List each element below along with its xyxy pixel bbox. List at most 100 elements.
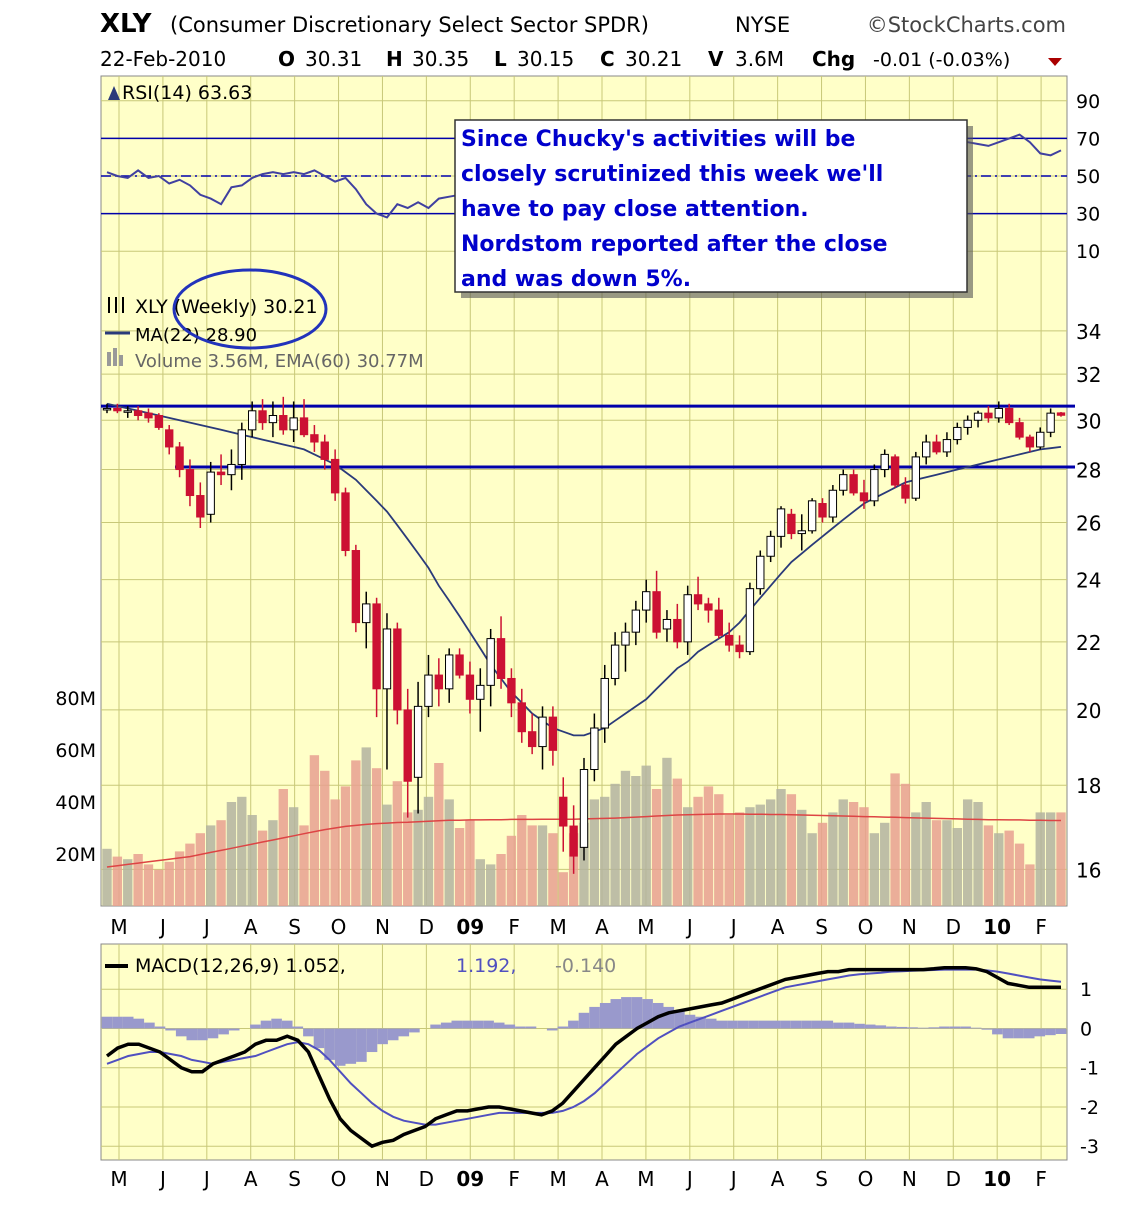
volume-bar	[973, 802, 983, 906]
histogram-bar	[440, 1022, 452, 1029]
histogram-bar	[1045, 1028, 1056, 1036]
candle-body	[413, 705, 423, 778]
candle-body	[922, 441, 931, 458]
volume-bar	[216, 820, 226, 906]
candle-body	[445, 654, 454, 690]
low-value: 30.15	[517, 47, 574, 71]
candle-body	[341, 492, 350, 552]
candle-body	[839, 474, 848, 491]
volume-legend-icon	[107, 348, 123, 366]
histogram-bar	[1023, 1028, 1035, 1039]
candle-body	[227, 463, 236, 476]
candle-body	[631, 609, 641, 633]
histogram-bar	[387, 1028, 399, 1041]
volume-bar	[1004, 830, 1014, 906]
volume-bar	[226, 802, 237, 906]
histogram-bar	[992, 1028, 1003, 1035]
y-tick-label: 28	[1076, 459, 1101, 483]
volume-bar	[454, 828, 465, 906]
candle-body	[932, 441, 941, 453]
volume-bar	[786, 794, 797, 906]
volume-bar	[1035, 812, 1045, 906]
candle-body	[901, 484, 910, 499]
x-tick-label: 10	[983, 915, 1011, 939]
y-tick-label: -2	[1080, 1097, 1099, 1119]
volume-bar	[620, 770, 631, 906]
volume-bar	[631, 776, 641, 906]
y-tick-label: 18	[1076, 774, 1101, 798]
histogram-bar	[875, 1025, 887, 1029]
candle-body	[911, 456, 921, 499]
histogram-bar	[218, 1028, 229, 1035]
volume-legend: Volume 3.56M, EMA(60) 30.77M	[135, 351, 424, 372]
volume-bar	[288, 807, 299, 906]
candle-body	[548, 716, 558, 751]
candle-body	[372, 603, 381, 690]
x-tick-label: S	[288, 915, 301, 939]
candle-body	[1004, 407, 1014, 424]
histogram-bar	[144, 1022, 155, 1029]
y-tick-label: -3	[1080, 1136, 1099, 1158]
price-legend: XLY (Weekly) 30.21	[135, 296, 318, 318]
histogram-bar	[324, 1028, 335, 1060]
histogram-bar	[748, 1020, 759, 1029]
volume-bar	[164, 861, 174, 906]
histogram-bar	[737, 1020, 749, 1029]
candle-body	[403, 709, 412, 782]
histogram-bar	[578, 1012, 590, 1029]
volume-tick-label: 80M	[55, 688, 96, 710]
candle-body	[569, 825, 578, 857]
histogram-bar	[599, 1002, 611, 1029]
candle-body	[154, 415, 164, 428]
histogram-bar	[1013, 1028, 1024, 1039]
x-tick-label: O	[331, 915, 347, 939]
x-tick-label: M	[637, 1167, 654, 1191]
candle-body	[662, 618, 672, 630]
x-tick-label: A	[244, 915, 258, 939]
histogram-bar	[568, 1020, 579, 1029]
annotation-line: and was down 5%.	[461, 267, 691, 292]
candle-body	[527, 731, 537, 748]
x-tick-label: D	[419, 1167, 434, 1191]
volume-bar	[257, 830, 268, 906]
volume-tick-label: 20M	[55, 844, 96, 866]
candle-body	[756, 555, 765, 590]
volume-bar	[1014, 843, 1025, 906]
volume-bar	[268, 820, 278, 906]
volume-bar	[237, 796, 247, 906]
signal-legend: 1.192,	[456, 955, 516, 977]
x-tick-label: A	[595, 915, 609, 939]
volume-bar	[465, 820, 475, 906]
volume-bar	[579, 822, 589, 906]
histogram-bar	[175, 1028, 187, 1037]
annotation-line: Nordstom reported after the close	[461, 232, 888, 257]
candle-body	[683, 594, 692, 643]
candle-body	[144, 412, 153, 419]
histogram-bar	[472, 1020, 484, 1029]
candle-body	[610, 644, 620, 679]
volume-bar	[890, 773, 900, 906]
candle-body	[476, 684, 485, 700]
candle-body	[351, 550, 361, 624]
x-tick-label: N	[902, 915, 917, 939]
volume-bar	[672, 778, 683, 906]
histogram-bar	[960, 1026, 971, 1029]
x-tick-label: J	[729, 1167, 737, 1191]
histogram-bar	[780, 1020, 791, 1029]
high-label: H	[386, 47, 403, 71]
x-tick-label: J	[685, 1167, 693, 1191]
y-tick-label: 22	[1076, 631, 1101, 655]
candle-body	[507, 677, 516, 704]
x-tick-label: D	[419, 915, 434, 939]
candle-body	[1046, 412, 1055, 433]
y-tick-label: 26	[1076, 511, 1101, 535]
x-tick-label: 09	[456, 1167, 484, 1191]
open-value: 30.31	[305, 47, 362, 71]
brand-logo: ©StockCharts.com	[867, 13, 1066, 37]
highlight-ellipse	[172, 268, 328, 350]
histogram-bar	[822, 1020, 834, 1029]
x-tick-label: M	[549, 915, 566, 939]
x-tick-label: O	[331, 1167, 347, 1191]
x-tick-label: 09	[456, 915, 484, 939]
